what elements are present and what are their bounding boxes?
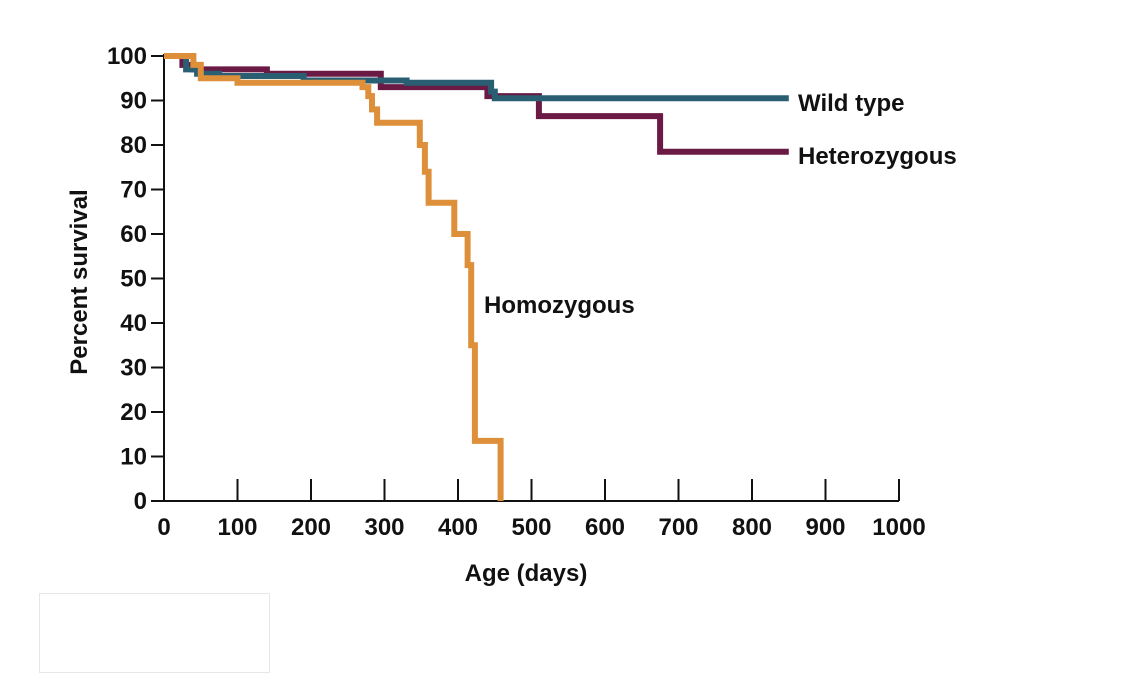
blank-panel (39, 593, 270, 673)
x-tick-label: 500 (511, 514, 551, 541)
y-tick-label: 70 (120, 177, 147, 204)
x-axis-title: Age (days) (465, 560, 588, 587)
y-tick-label: 90 (120, 88, 147, 115)
y-tick-label: 100 (107, 43, 147, 70)
y-tick-label: 40 (120, 310, 147, 337)
series-label-homozygous: Homozygous (484, 292, 635, 319)
series-line-homozygous (164, 53, 504, 501)
y-tick-label: 0 (134, 488, 147, 515)
series-label-wild-type: Wild type (798, 90, 904, 117)
x-tick-label: 700 (658, 514, 698, 541)
x-tick-label: 100 (217, 514, 257, 541)
y-tick-label: 50 (120, 266, 147, 293)
x-tick-label: 200 (291, 514, 331, 541)
x-tick-label: 900 (805, 514, 845, 541)
x-tick-label: 800 (732, 514, 772, 541)
series-label-heterozygous: Heterozygous (798, 143, 957, 170)
x-tick-label: 400 (438, 514, 478, 541)
series-layer (164, 53, 789, 501)
series-line-wild-type (164, 53, 789, 102)
y-tick-label: 10 (120, 444, 147, 471)
labels-layer: Heterozygous Wild type Homozygous (484, 90, 957, 319)
x-tick-label: 300 (364, 514, 404, 541)
y-tick-label: 80 (120, 132, 147, 159)
series-line-heterozygous (164, 53, 789, 155)
y-tick-label: 30 (120, 355, 147, 382)
x-tick-label: 1000 (872, 514, 925, 541)
x-tick-label: 0 (157, 514, 170, 541)
y-axis-title: Percent survival (66, 189, 93, 374)
y-tick-label: 20 (120, 399, 147, 426)
x-tick-label: 600 (585, 514, 625, 541)
y-tick-label: 60 (120, 221, 147, 248)
